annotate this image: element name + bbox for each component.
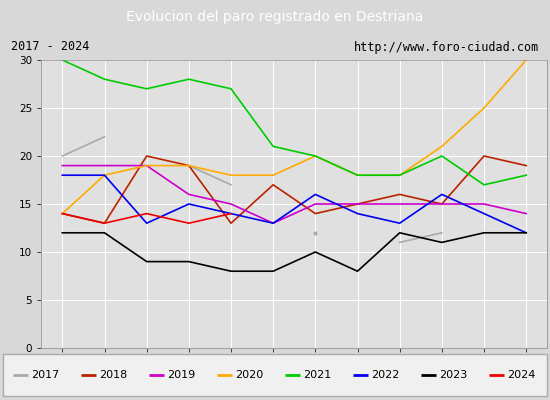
Text: 2021: 2021 bbox=[303, 370, 331, 380]
FancyBboxPatch shape bbox=[3, 354, 547, 396]
Text: 2019: 2019 bbox=[167, 370, 195, 380]
Text: 2024: 2024 bbox=[507, 370, 536, 380]
Text: 2018: 2018 bbox=[98, 370, 127, 380]
Text: 2017: 2017 bbox=[31, 370, 59, 380]
Text: 2023: 2023 bbox=[439, 370, 468, 380]
Text: 2017 - 2024: 2017 - 2024 bbox=[11, 40, 89, 54]
Text: http://www.foro-ciudad.com: http://www.foro-ciudad.com bbox=[354, 40, 539, 54]
Text: 2022: 2022 bbox=[371, 370, 399, 380]
Text: 2020: 2020 bbox=[235, 370, 263, 380]
Text: Evolucion del paro registrado en Destriana: Evolucion del paro registrado en Destria… bbox=[126, 10, 424, 24]
